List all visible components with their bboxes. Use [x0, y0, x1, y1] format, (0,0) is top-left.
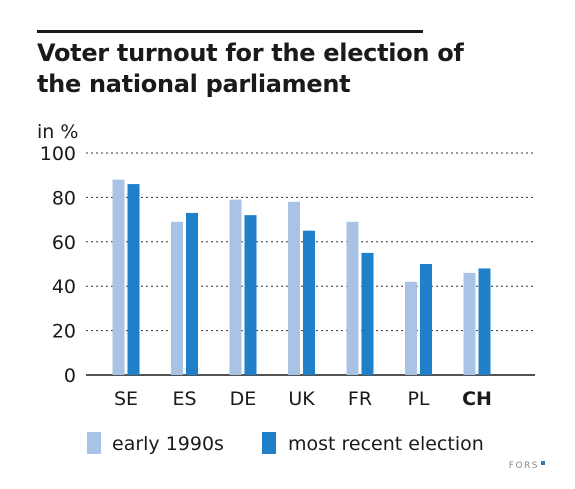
- title-rule: [37, 30, 423, 33]
- y-tick-labels: 0 20 40 60 80 100: [40, 143, 76, 387]
- y-axis-label: in %: [37, 121, 78, 143]
- fors-logo-mark-icon: [541, 461, 545, 465]
- fors-logo-text: FORS: [508, 461, 539, 471]
- bar-most-recent-fr: [361, 252, 374, 375]
- bar-most-recent-pl: [420, 264, 432, 375]
- bar-most-recent-se: [127, 184, 140, 375]
- bar-most-recent-uk: [303, 230, 315, 375]
- y-tick-label: 40: [52, 276, 76, 298]
- legend: early 1990s most recent election: [87, 432, 484, 455]
- legend-label-most-recent: most recent election: [288, 433, 484, 455]
- y-tick-label: 100: [40, 143, 76, 165]
- bar-early-1990s-ch: [463, 272, 476, 375]
- fors-logo: FORS: [509, 461, 545, 471]
- bar-most-recent-de: [244, 215, 257, 375]
- bar-early-1990s-es: [171, 221, 183, 375]
- bar-most-recent-es: [186, 212, 198, 375]
- bar-early-1990s-fr: [346, 221, 359, 375]
- category-label-de: DE: [230, 388, 257, 410]
- y-tick-label: 60: [52, 232, 76, 254]
- y-tick-label: 0: [64, 365, 76, 387]
- bar-early-1990s-de: [229, 199, 242, 375]
- legend-label-early-1990s: early 1990s: [112, 433, 224, 455]
- bar-early-1990s-se: [112, 179, 125, 375]
- bar-early-1990s-uk: [288, 201, 300, 375]
- y-tick-label: 80: [52, 187, 76, 209]
- y-tick-label: 20: [52, 321, 76, 343]
- bar-early-1990s-pl: [405, 281, 417, 375]
- category-labels: SE ES DE UK FR PL CH: [114, 388, 492, 410]
- category-label-se: SE: [114, 388, 138, 410]
- category-label-fr: FR: [348, 388, 372, 410]
- chart-title: Voter turnout for the election of the na…: [37, 39, 464, 98]
- category-label-es: ES: [172, 388, 196, 410]
- legend-swatch-most-recent: [262, 432, 276, 454]
- bar-most-recent-ch: [478, 268, 491, 375]
- legend-swatch-early-1990s: [87, 432, 101, 454]
- category-label-pl: PL: [407, 388, 429, 410]
- category-label-ch: CH: [462, 388, 492, 410]
- bars: [112, 179, 491, 375]
- category-label-uk: UK: [288, 388, 315, 410]
